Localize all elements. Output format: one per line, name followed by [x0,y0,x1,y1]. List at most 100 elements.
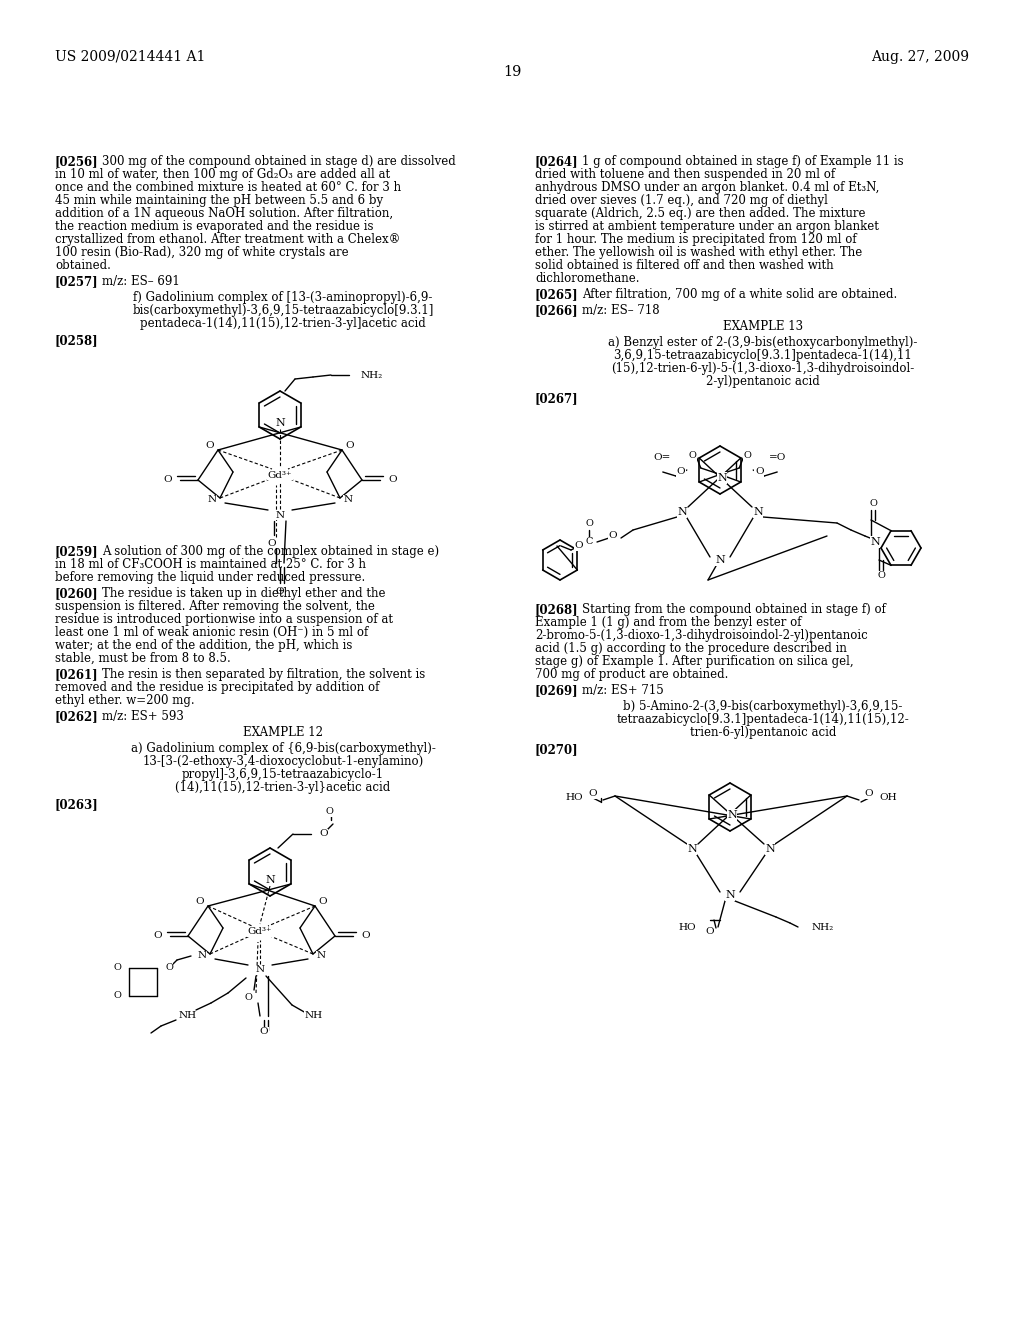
Text: [0269]: [0269] [535,684,579,697]
Text: m/z: ES– 718: m/z: ES– 718 [582,304,659,317]
Text: stage g) of Example 1. After purification on silica gel,: stage g) of Example 1. After purificatio… [535,655,854,668]
Text: 2-yl)pentanoic acid: 2-yl)pentanoic acid [707,375,820,388]
Text: in 10 ml of water, then 100 mg of Gd₂O₃ are added all at: in 10 ml of water, then 100 mg of Gd₂O₃ … [55,168,390,181]
Text: [0264]: [0264] [535,154,579,168]
Text: O: O [244,994,252,1002]
Text: squarate (Aldrich, 2.5 eq.) are then added. The mixture: squarate (Aldrich, 2.5 eq.) are then add… [535,207,865,220]
Text: O: O [346,441,354,450]
Text: N: N [275,511,285,520]
Text: [0263]: [0263] [55,799,98,810]
Text: for 1 hour. The medium is precipitated from 120 ml of: for 1 hour. The medium is precipitated f… [535,234,857,246]
Text: crystallized from ethanol. After treatment with a Chelex®: crystallized from ethanol. After treatme… [55,234,400,246]
Text: Starting from the compound obtained in stage f) of: Starting from the compound obtained in s… [582,603,886,616]
Text: the reaction medium is evaporated and the residue is: the reaction medium is evaporated and th… [55,220,374,234]
Text: before removing the liquid under reduced pressure.: before removing the liquid under reduced… [55,572,366,583]
Text: O: O [267,539,276,548]
Text: N: N [717,473,727,483]
Text: After filtration, 700 mg of a white solid are obtained.: After filtration, 700 mg of a white soli… [582,288,897,301]
Text: 45 min while maintaining the pH between 5.5 and 6 by: 45 min while maintaining the pH between … [55,194,383,207]
Text: acid (1.5 g) according to the procedure described in: acid (1.5 g) according to the procedure … [535,642,847,655]
Text: O: O [755,467,764,477]
Text: N: N [765,843,775,854]
Text: A solution of 300 mg of the complex obtained in stage e): A solution of 300 mg of the complex obta… [102,545,439,558]
Text: solid obtained is filtered off and then washed with: solid obtained is filtered off and then … [535,259,834,272]
Text: [0265]: [0265] [535,288,579,301]
Text: O: O [585,520,593,528]
Text: 13-[3-(2-ethoxy-3,4-dioxocyclobut-1-enylamino): 13-[3-(2-ethoxy-3,4-dioxocyclobut-1-enyl… [142,755,424,768]
Text: O: O [113,991,121,1001]
Text: tetraazabicyclo[9.3.1]pentadeca-1(14),11(15),12-: tetraazabicyclo[9.3.1]pentadeca-1(14),11… [616,713,909,726]
Text: N: N [725,890,735,900]
Text: dichloromethane.: dichloromethane. [535,272,640,285]
Text: [0270]: [0270] [535,743,579,756]
Text: NH: NH [179,1011,197,1020]
Text: propyl]-3,6,9,15-tetraazabicyclo-1: propyl]-3,6,9,15-tetraazabicyclo-1 [182,768,384,781]
Text: 700 mg of product are obtained.: 700 mg of product are obtained. [535,668,728,681]
Text: water; at the end of the addition, the pH, which is: water; at the end of the addition, the p… [55,639,352,652]
Text: 19: 19 [503,65,521,79]
Text: The resin is then separated by filtration, the solvent is: The resin is then separated by filtratio… [102,668,425,681]
Text: dried over sieves (1.7 eq.), and 720 mg of diethyl: dried over sieves (1.7 eq.), and 720 mg … [535,194,827,207]
Text: NH₂: NH₂ [812,923,835,932]
Text: EXAMPLE 13: EXAMPLE 13 [723,319,803,333]
Text: (15),12-trien-6-yl)-5-(1,3-dioxo-1,3-dihydroisoindol-: (15),12-trien-6-yl)-5-(1,3-dioxo-1,3-dih… [611,362,914,375]
Text: O: O [319,829,328,838]
Text: 300 mg of the compound obtained in stage d) are dissolved: 300 mg of the compound obtained in stage… [102,154,456,168]
Text: N: N [198,952,207,961]
Text: N: N [208,495,216,504]
Text: f) Gadolinium complex of [13-(3-aminopropyl)-6,9-: f) Gadolinium complex of [13-(3-aminopro… [133,290,433,304]
Text: dried with toluene and then suspended in 20 ml of: dried with toluene and then suspended in… [535,168,836,181]
Text: O: O [260,1027,268,1036]
Text: O: O [706,928,715,936]
Text: [0262]: [0262] [55,710,98,723]
Text: N: N [727,810,737,820]
Text: m/z: ES+ 715: m/z: ES+ 715 [582,684,664,697]
Text: NH₂: NH₂ [361,371,383,380]
Text: O: O [608,532,617,540]
Text: The residue is taken up in diethyl ether and the: The residue is taken up in diethyl ether… [102,587,385,601]
Text: N: N [343,495,352,504]
Text: O: O [869,499,877,508]
Text: O: O [388,475,396,484]
Text: suspension is filtered. After removing the solvent, the: suspension is filtered. After removing t… [55,601,375,612]
Text: [0257]: [0257] [55,275,98,288]
Text: least one 1 ml of weak anionic resin (OH⁻) in 5 ml of: least one 1 ml of weak anionic resin (OH… [55,626,369,639]
Text: O: O [743,451,752,461]
Text: O: O [318,896,328,906]
Text: [0267]: [0267] [535,392,579,405]
Text: m/z: ES– 691: m/z: ES– 691 [102,275,180,288]
Text: N: N [715,554,725,565]
Text: O: O [361,932,370,940]
Text: =O: =O [769,454,786,462]
Text: O: O [154,932,162,940]
Text: ether. The yellowish oil is washed with ethyl ether. The: ether. The yellowish oil is washed with … [535,246,862,259]
Text: [0256]: [0256] [55,154,98,168]
Text: (14),11(15),12-trien-3-yl}acetic acid: (14),11(15),12-trien-3-yl}acetic acid [175,781,390,795]
Text: EXAMPLE 12: EXAMPLE 12 [243,726,323,739]
Text: O: O [206,441,214,450]
Text: O: O [275,586,285,595]
Text: in 18 ml of CF₃COOH is maintained at 25° C. for 3 h: in 18 ml of CF₃COOH is maintained at 25°… [55,558,366,572]
Text: [0261]: [0261] [55,668,98,681]
Text: addition of a 1N aqueous NaOH solution. After filtration,: addition of a 1N aqueous NaOH solution. … [55,207,393,220]
Text: Aug. 27, 2009: Aug. 27, 2009 [871,50,969,63]
Text: [0268]: [0268] [535,603,579,616]
Text: HO: HO [678,924,696,932]
Text: anhydrous DMSO under an argon blanket. 0.4 ml of Et₃N,: anhydrous DMSO under an argon blanket. 0… [535,181,880,194]
Text: [0266]: [0266] [535,304,579,317]
Text: O: O [689,451,696,461]
Text: Gd³⁺: Gd³⁺ [248,928,272,936]
Text: N: N [265,875,274,884]
Text: N: N [677,507,687,517]
Text: a) Gadolinium complex of {6,9-bis(carboxymethyl)-: a) Gadolinium complex of {6,9-bis(carbox… [131,742,435,755]
Text: 1 g of compound obtained in stage f) of Example 11 is: 1 g of compound obtained in stage f) of … [582,154,903,168]
Text: Example 1 (1 g) and from the benzyl ester of: Example 1 (1 g) and from the benzyl este… [535,616,802,630]
Text: b) 5-Amino-2-(3,9-bis(carboxymethyl)-3,6,9,15-: b) 5-Amino-2-(3,9-bis(carboxymethyl)-3,6… [624,700,903,713]
Text: obtained.: obtained. [55,259,111,272]
Text: O: O [164,475,172,484]
Text: m/z: ES+ 593: m/z: ES+ 593 [102,710,184,723]
Text: 3,6,9,15-tetraazabicyclo[9.3.1]pentadeca-1(14),11: 3,6,9,15-tetraazabicyclo[9.3.1]pentadeca… [613,348,912,362]
Text: N: N [275,418,285,428]
Text: removed and the residue is precipitated by addition of: removed and the residue is precipitated … [55,681,379,694]
Text: Gd³⁺: Gd³⁺ [267,470,292,479]
